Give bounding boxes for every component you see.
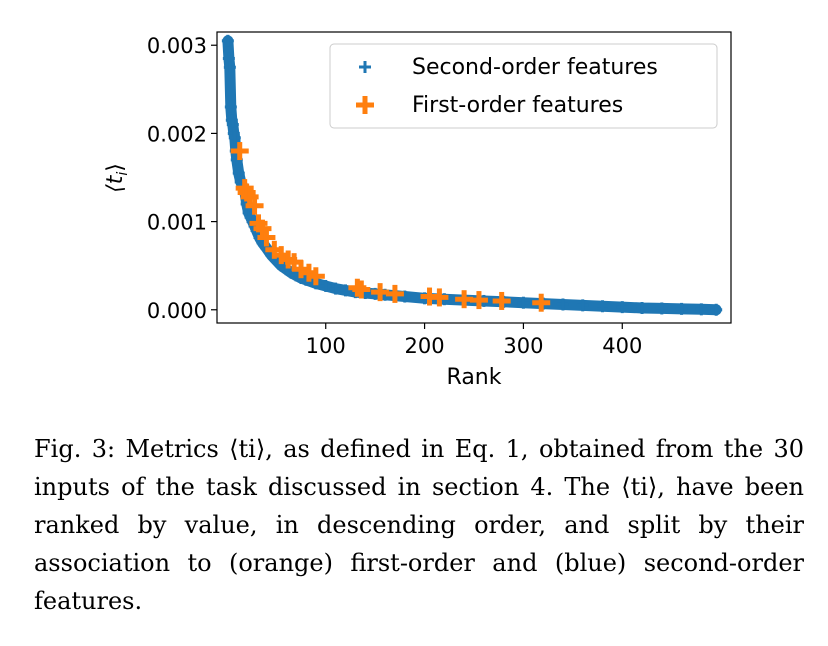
legend-box xyxy=(329,43,718,129)
second-order-point xyxy=(221,34,234,47)
second-order-point xyxy=(576,299,589,312)
y-tick-label: 0.002 xyxy=(147,122,207,146)
legend-label-first-order: First-order features xyxy=(412,93,623,118)
first-order-point xyxy=(430,288,449,307)
first-order-point xyxy=(230,142,249,161)
figure-caption: Fig. 3: Metrics ⟨ti⟩, as defined in Eq. … xyxy=(34,435,804,615)
second-order-point xyxy=(710,303,723,316)
second-order-point xyxy=(517,296,530,309)
first-order-point xyxy=(257,228,276,247)
first-order-point xyxy=(352,280,371,299)
x-tick-label: 400 xyxy=(602,334,642,358)
first-order-point xyxy=(245,196,264,215)
y-axis-label-close: ⟩ xyxy=(103,163,128,172)
legend-marker-first-order xyxy=(356,96,374,114)
x-tick-label: 200 xyxy=(405,334,445,358)
first-order-point xyxy=(532,293,551,312)
second-order-point xyxy=(319,279,332,292)
first-order-point xyxy=(306,267,325,286)
first-order-point xyxy=(492,291,511,310)
second-order-point xyxy=(556,298,569,311)
second-order-point xyxy=(223,61,236,74)
second-order-point xyxy=(695,303,708,316)
legend-marker-plus-small xyxy=(359,61,371,73)
second-order-point xyxy=(398,290,411,303)
first-order-point xyxy=(469,291,488,310)
y-tick-label: 0.001 xyxy=(147,211,207,235)
plot-frame xyxy=(216,31,732,324)
second-order-point xyxy=(329,282,342,295)
second-order-point xyxy=(224,100,237,113)
y-axis-label: ⟨ti⟩ xyxy=(103,163,131,193)
legend-marker-plus-large xyxy=(356,96,374,114)
x-axis-ticks: 100 200 300 400 xyxy=(306,323,642,358)
legend-label-second-order: Second-order features xyxy=(412,55,658,80)
y-tick-label: 0.000 xyxy=(147,299,207,323)
first-order-series xyxy=(230,142,551,312)
second-order-point xyxy=(675,302,688,315)
scatter-chart: 100 200 300 400 0.000 0.001 0.002 0.003 Rank ⟨… xyxy=(103,31,732,390)
legend-marker-second-order xyxy=(359,61,371,73)
second-order-point xyxy=(339,284,352,297)
first-order-point xyxy=(385,284,404,303)
y-axis-label-main: ⟨t xyxy=(103,174,128,193)
y-tick-label: 0.003 xyxy=(147,34,207,58)
second-order-point xyxy=(636,302,649,315)
second-order-point xyxy=(232,167,245,180)
second-order-point xyxy=(616,301,629,314)
x-tick-label: 300 xyxy=(503,334,543,358)
second-order-point xyxy=(655,302,668,315)
y-axis-ticks: 0.000 0.001 0.002 0.003 xyxy=(147,34,217,323)
x-axis-label: Rank xyxy=(447,365,502,390)
second-order-point xyxy=(596,300,609,313)
legend: Second-order features First-order featur… xyxy=(329,43,718,129)
x-tick-label: 100 xyxy=(306,334,346,358)
second-order-point xyxy=(228,131,241,144)
y-axis-label-subscript: i xyxy=(115,172,131,176)
